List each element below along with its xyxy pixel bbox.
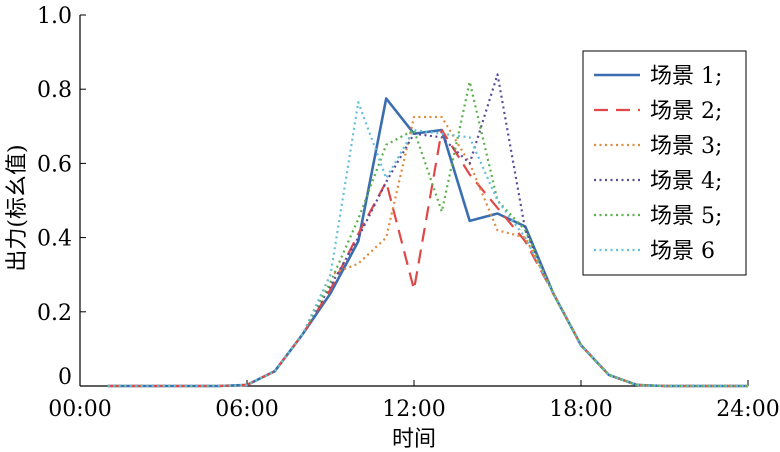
legend-label-5: 场景 5; — [650, 204, 722, 229]
legend: 场景 1; 场景 2; 场景 3; 场景 4; 场景 5; 场景 6 — [582, 50, 747, 276]
y-tick-label: 1.0 — [37, 4, 72, 29]
x-tick-label: 00:00 — [48, 397, 111, 422]
y-tick-label: 0.6 — [37, 152, 72, 177]
x-tick-label: 24:00 — [716, 397, 779, 422]
legend-label-3: 场景 3; — [650, 134, 722, 159]
legend-box — [582, 50, 747, 276]
series-layer — [107, 73, 748, 388]
legend-label-1: 场景 1; — [650, 64, 722, 89]
y-ticks: 0 0.2 0.4 0.6 0.8 1.0 — [37, 4, 86, 390]
y-tick-label: 0.4 — [37, 227, 72, 252]
series-line-5 — [107, 80, 748, 388]
legend-items: 场景 1; 场景 2; 场景 3; 场景 4; 场景 5; 场景 6 — [594, 64, 722, 264]
x-ticks: 00:00 06:00 12:00 18:00 24:00 — [48, 380, 780, 422]
y-tick-label: 0.2 — [37, 301, 72, 326]
y-axis-label: 出力(标幺值) — [5, 144, 30, 271]
legend-label-4: 场景 4; — [650, 169, 722, 194]
x-tick-label: 18:00 — [549, 397, 612, 422]
x-axis-label: 时间 — [392, 427, 436, 452]
legend-label-6: 场景 6 — [650, 239, 715, 264]
y-tick-label: 0 — [58, 365, 72, 390]
y-tick-label: 0.8 — [37, 78, 72, 103]
legend-label-2: 场景 2; — [650, 99, 722, 124]
x-tick-label: 12:00 — [382, 397, 445, 422]
x-tick-label: 06:00 — [215, 397, 278, 422]
